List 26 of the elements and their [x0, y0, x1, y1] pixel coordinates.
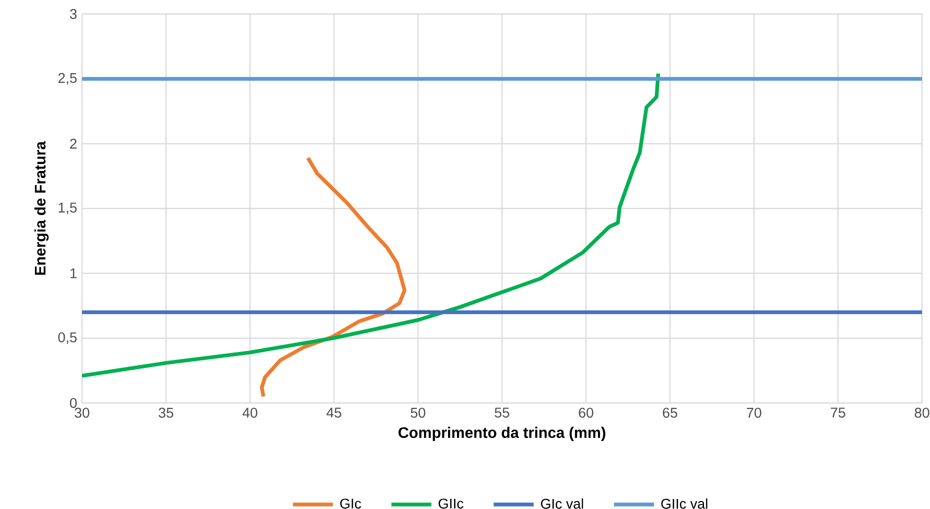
- y-tick-label: 0: [70, 398, 77, 408]
- x-tick-label: 55: [494, 408, 510, 418]
- y-axis-title: Energia de Fratura: [34, 141, 49, 275]
- y-tick-label: 2,5: [58, 73, 77, 85]
- x-tick-label: 35: [158, 408, 174, 418]
- x-tick-label: 45: [326, 408, 342, 418]
- y-tick-label: 2: [70, 138, 77, 149]
- x-tick-label: 75: [830, 408, 846, 418]
- y-tick-label: 1,5: [58, 202, 77, 214]
- x-tick-label: 50: [410, 408, 426, 418]
- x-tick-label: 65: [662, 408, 678, 418]
- legend-label: GIc: [340, 498, 362, 509]
- x-tick-label: 80: [914, 408, 930, 418]
- y-tick-label: 1: [70, 268, 77, 278]
- x-tick-label: 60: [578, 408, 594, 418]
- legend-label: GIc val: [540, 498, 584, 509]
- x-tick-label: 40: [242, 408, 258, 418]
- y-tick-label: 3: [70, 9, 77, 19]
- x-axis-title: Comprimento da trinca (mm): [398, 426, 606, 441]
- legend-label: GIIc val: [661, 498, 708, 509]
- y-tick-label: 0,5: [58, 332, 77, 344]
- x-tick-label: 70: [746, 408, 762, 418]
- line-series: [260, 156, 406, 398]
- x-tick-label: 30: [74, 408, 90, 418]
- legend-label: GIIc: [438, 498, 464, 509]
- line-series: [82, 72, 660, 378]
